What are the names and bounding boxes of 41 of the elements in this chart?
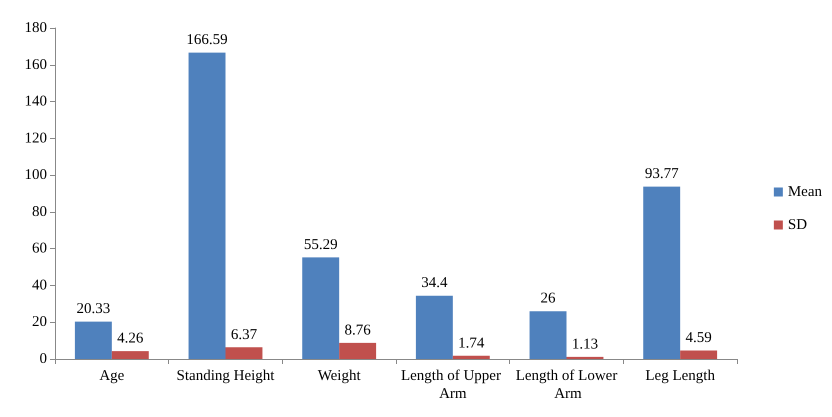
bar (74, 322, 112, 359)
bar (452, 356, 490, 359)
x-tick-label: Standing Height (176, 368, 276, 384)
y-tick-label: 20 (32, 314, 47, 330)
legend-label: SD (788, 217, 808, 233)
bar (680, 350, 718, 359)
data-label: 6.37 (230, 326, 258, 343)
data-label: 4.59 (686, 330, 712, 346)
x-tick-label: Length of Upper Arm (400, 368, 505, 402)
data-label: 4.26 (117, 330, 144, 347)
data-label: 1.74 (458, 335, 485, 352)
x-tick-label: Length of Lower Arm (516, 368, 618, 402)
y-tick-label: 80 (32, 204, 47, 220)
data-label: 26 (540, 290, 556, 307)
x-tick-label: Weight (318, 368, 362, 384)
y-tick-label: 100 (24, 167, 47, 184)
data-label: 20.33 (76, 301, 110, 318)
y-tick-label: 140 (24, 94, 47, 110)
bar (112, 351, 149, 359)
y-tick-label: 160 (24, 56, 47, 73)
data-label: 93.77 (644, 166, 680, 182)
legend-label: Mean (788, 184, 822, 200)
y-tick-label: 60 (32, 240, 47, 257)
bar (339, 342, 376, 359)
x-tick-label: Age (99, 368, 125, 384)
y-tick-label: 40 (32, 277, 47, 294)
bar (226, 347, 262, 359)
y-tick-label: 120 (24, 130, 47, 146)
data-label: 1.13 (572, 336, 598, 352)
bar (530, 311, 566, 359)
data-label: 55.29 (304, 236, 338, 253)
data-label: 8.76 (344, 322, 372, 338)
y-tick-label: 0 (40, 351, 47, 367)
bar (302, 257, 340, 359)
bar (643, 186, 680, 359)
y-tick-label: 180 (24, 20, 47, 36)
data-label: 166.59 (186, 32, 228, 48)
data-label: 34.4 (421, 275, 448, 292)
bar (188, 52, 226, 359)
x-tick-label: Leg Length (645, 368, 716, 384)
bar (416, 296, 453, 359)
